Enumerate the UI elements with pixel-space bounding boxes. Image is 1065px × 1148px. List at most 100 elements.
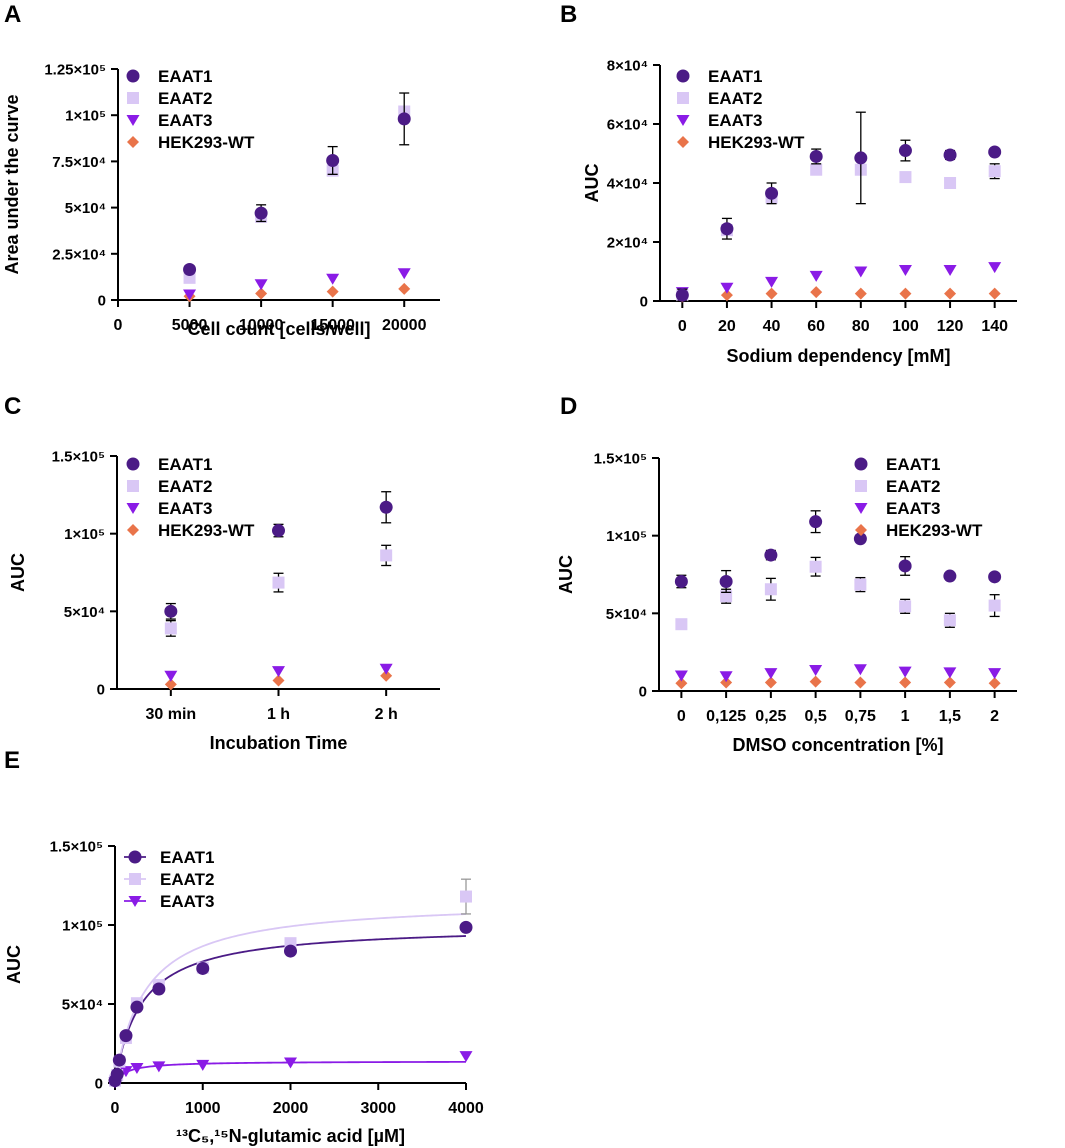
axes (652, 457, 1017, 698)
data-point-eaat1 (254, 206, 268, 220)
data-point-hek293-wt (854, 287, 867, 300)
legend-label: HEK293-WT (886, 521, 983, 540)
data-point-hek293-wt (326, 285, 339, 298)
y-tick-label: 0 (95, 1076, 103, 1093)
data-point-eaat3 (272, 666, 285, 678)
data-point-eaat1 (459, 920, 473, 934)
chart-panel-d: D 0 5×10⁴ 1×10⁵ 1.5×10⁵ 0 0,125 0,25 0,5 0,75 1 1,5… (556, 393, 1017, 755)
y-tick-label: 0 (639, 684, 647, 701)
data-point-eaat3 (674, 670, 688, 682)
panel-label: E (4, 747, 20, 774)
x-tick-label: 10000 (239, 317, 284, 334)
data-point-eaat3 (988, 668, 1002, 680)
data-point-eaat2 (943, 614, 956, 627)
data-point-hek293-wt (943, 676, 956, 689)
data-point-eaat1 (809, 149, 823, 163)
data-point-eaat1 (397, 112, 411, 126)
data-point-eaat3 (853, 664, 867, 676)
data-point-eaat1 (110, 1067, 124, 1081)
y-tick-label: 1×10⁵ (606, 528, 647, 545)
legend-marker-eaat3 (128, 896, 142, 907)
data-point-eaat3 (379, 663, 393, 675)
data-point-eaat3 (152, 1061, 166, 1073)
legend-label: EAAT3 (708, 111, 762, 130)
panel-label: B (560, 1, 577, 28)
x-tick-label: 30 min (145, 706, 196, 723)
data-point-eaat1 (765, 186, 779, 200)
legend-label: EAAT1 (886, 455, 940, 474)
y-tick-label: 0 (97, 682, 105, 699)
data-point-eaat3 (119, 1066, 133, 1078)
legend-label: EAAT2 (158, 89, 212, 108)
x-tick-label: 0,5 (805, 708, 827, 725)
data-point-hek293-wt (988, 287, 1001, 300)
chart-panel-b: B 0 2×10⁴ 4×10⁴ 6×10⁴ 8×10⁴ 0 20 40 60 80 100 120 140… (560, 1, 1017, 366)
data-point-eaat3 (397, 268, 411, 280)
x-tick-label: 5000 (172, 317, 208, 334)
legend-label: EAAT2 (708, 89, 762, 108)
data-point-eaat3 (765, 276, 779, 288)
data-point-eaat1 (379, 500, 393, 514)
y-tick-label: 5×10⁴ (62, 997, 103, 1014)
y-tick-label: 2×10⁴ (607, 235, 648, 252)
y-tick-label: 8×10⁴ (607, 58, 648, 75)
data-point-eaat2 (899, 600, 912, 613)
data-point-eaat1 (943, 569, 957, 583)
data-point-eaat1 (988, 145, 1002, 159)
data-point-hek293-wt (809, 675, 822, 688)
legend-marker-hek293-wt (855, 524, 867, 536)
legend-marker-eaat3 (676, 115, 690, 126)
y-axis-title: AUC (8, 553, 28, 592)
data-point-hek293-wt (764, 676, 777, 689)
data-point-eaat1 (675, 288, 689, 302)
axes (653, 64, 1017, 308)
x-tick-label: 20000 (382, 317, 427, 334)
data-point-eaat1 (764, 548, 778, 562)
y-tick-label: 5×10⁴ (65, 200, 106, 217)
y-axis-title: AUC (582, 164, 602, 203)
y-tick-label: 0 (98, 293, 106, 310)
data-point-eaat1 (152, 982, 166, 996)
data-point-eaat1 (119, 1029, 133, 1043)
x-tick-label: 0,125 (706, 708, 746, 725)
legend-label: EAAT1 (708, 67, 762, 86)
legend: EAAT1 EAAT2 EAAT3 HEK293-WT (126, 455, 255, 540)
legend-label: EAAT2 (158, 477, 212, 496)
legend-marker-eaat1 (676, 69, 690, 83)
data-point-eaat3 (809, 665, 823, 677)
x-tick-label: 1 h (267, 706, 290, 723)
data-point-hek293-wt (720, 289, 733, 302)
legend-marker-eaat3 (126, 115, 140, 126)
data-point-hek293-wt (164, 678, 177, 691)
data-point-eaat2 (720, 590, 733, 603)
data-point-eaat3 (898, 265, 912, 277)
data-point-eaat1 (898, 144, 912, 158)
legend: EAAT1 EAAT2 EAAT3 HEK293-WT (126, 67, 255, 152)
legend-marker-eaat3 (854, 503, 868, 514)
x-tick-label: 2 (990, 708, 999, 725)
data-point-eaat1 (853, 532, 867, 546)
data-point-hek293-wt (255, 287, 268, 300)
data-point-hek293-wt (398, 282, 411, 295)
data-point-eaat1 (898, 559, 912, 573)
legend-label: HEK293-WT (158, 133, 255, 152)
data-point-eaat3 (943, 265, 957, 277)
data-point-eaat1 (112, 1053, 126, 1067)
axes (111, 68, 440, 307)
x-tick-label: 1 (901, 708, 910, 725)
data-point-eaat3 (988, 262, 1002, 274)
data-point-eaat2 (810, 163, 823, 176)
y-tick-label: 1×10⁵ (64, 526, 105, 543)
legend-label: EAAT3 (160, 892, 214, 911)
x-tick-label: 100 (892, 318, 919, 335)
y-tick-label: 5×10⁴ (606, 606, 647, 623)
data-point-hek293-wt (944, 287, 957, 300)
data-point-eaat1 (943, 148, 957, 162)
legend-marker-eaat1 (128, 850, 142, 864)
data-point-eaat2 (272, 576, 285, 589)
chart-panel-e: E 0 5×10⁴ 1×10⁵ 1.5×10⁵ 0 1000 2000 3000 4000 ¹³C₅… (4, 747, 484, 1146)
series-eaat1 (183, 92, 411, 277)
data-point-eaat1 (284, 944, 297, 958)
data-point-eaat1 (720, 222, 734, 236)
x-tick-label: 20 (718, 318, 736, 335)
